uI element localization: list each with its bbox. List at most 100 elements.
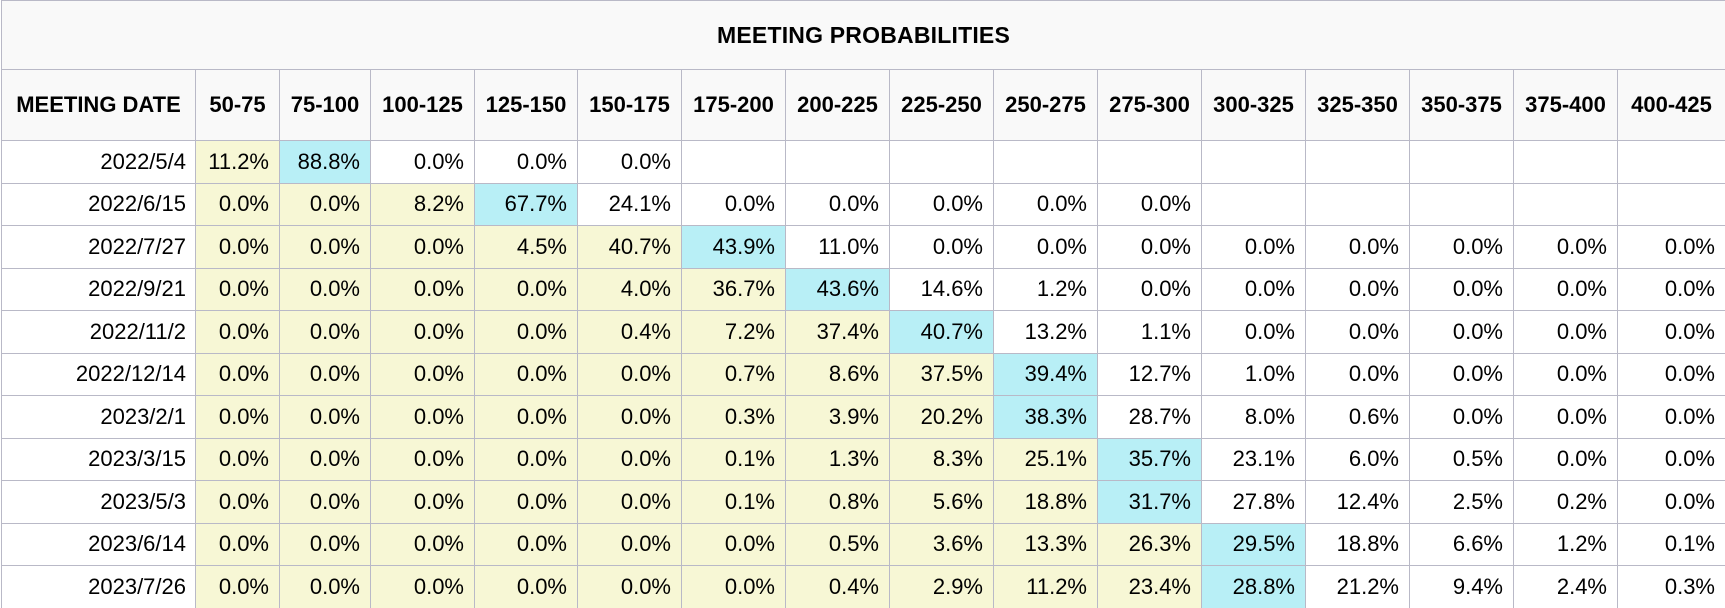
highest-probability-cell: 43.9%	[681, 225, 786, 269]
probability-cell: 0.2%	[1513, 480, 1618, 524]
probability-cell: 0.0%	[785, 182, 890, 226]
probability-cell: 0.0%	[1097, 267, 1202, 311]
highest-probability-cell: 28.8%	[1201, 565, 1306, 608]
probability-cell: 0.0%	[1617, 225, 1725, 269]
probability-cell: 24.1%	[577, 182, 682, 226]
column-header-range[interactable]: 275-300	[1097, 69, 1202, 141]
probability-cell: 18.8%	[993, 480, 1098, 524]
column-header-meeting-date[interactable]: MEETING DATE	[1, 69, 196, 141]
probability-cell: 0.0%	[370, 395, 475, 439]
probability-cell: 3.9%	[785, 395, 890, 439]
probability-cell: 1.2%	[993, 267, 1098, 311]
probability-cell: 0.0%	[279, 437, 371, 481]
column-header-range[interactable]: 325-350	[1305, 69, 1410, 141]
probability-cell: 0.0%	[1097, 225, 1202, 269]
probability-cell: 2.9%	[889, 565, 994, 608]
probability-cell: 0.0%	[195, 267, 280, 311]
probability-cell	[1201, 182, 1306, 226]
column-header-range[interactable]: 400-425	[1617, 69, 1725, 141]
probability-cell: 23.1%	[1201, 437, 1306, 481]
probability-cell: 0.4%	[785, 565, 890, 608]
probability-cell: 7.2%	[681, 310, 786, 354]
column-header-range[interactable]: 200-225	[785, 69, 890, 141]
column-header-range[interactable]: 50-75	[195, 69, 280, 141]
highest-probability-cell: 31.7%	[1097, 480, 1202, 524]
probability-cell: 8.3%	[889, 437, 994, 481]
meeting-date-cell: 2022/7/27	[1, 225, 196, 269]
probability-cell	[1513, 140, 1618, 184]
probability-cell: 0.6%	[1305, 395, 1410, 439]
probability-cell	[1409, 182, 1514, 226]
probability-cell: 0.0%	[577, 522, 682, 566]
column-header-range[interactable]: 350-375	[1409, 69, 1514, 141]
probability-cell: 0.0%	[1409, 395, 1514, 439]
column-header-range[interactable]: 150-175	[577, 69, 682, 141]
probability-cell: 0.0%	[279, 395, 371, 439]
title-row: MEETING PROBABILITIES	[1, 0, 1725, 70]
probability-cell: 37.4%	[785, 310, 890, 354]
probability-cell: 0.5%	[1409, 437, 1514, 481]
probability-cell: 0.0%	[889, 182, 994, 226]
probability-cell: 2.4%	[1513, 565, 1618, 608]
column-header-range[interactable]: 75-100	[279, 69, 371, 141]
table-row: 2023/3/15 0.0% 0.0% 0.0% 0.0% 0.0% 0.1% 1.3% 8.3…	[1, 437, 1725, 481]
probability-cell	[1305, 140, 1410, 184]
probability-cell: 0.0%	[474, 522, 578, 566]
meeting-date-cell: 2023/2/1	[1, 395, 196, 439]
probability-cell: 8.6%	[785, 352, 890, 396]
probability-cell: 0.3%	[681, 395, 786, 439]
probability-cell: 0.0%	[1513, 310, 1618, 354]
table-row: 2022/9/21 0.0% 0.0% 0.0% 0.0% 4.0% 36.7% 43.6% 1…	[1, 267, 1725, 311]
column-header-range[interactable]: 250-275	[993, 69, 1098, 141]
probability-cell: 11.0%	[785, 225, 890, 269]
meeting-date-cell: 2023/3/15	[1, 437, 196, 481]
probability-cell: 20.2%	[889, 395, 994, 439]
table-head: MEETING PROBABILITIES MEETING DATE 50-75…	[1, 0, 1725, 141]
probability-cell: 13.3%	[993, 522, 1098, 566]
column-header-range[interactable]: 375-400	[1513, 69, 1618, 141]
probability-cell: 0.0%	[1617, 267, 1725, 311]
probability-cell: 18.8%	[1305, 522, 1410, 566]
probability-cell: 0.0%	[1409, 352, 1514, 396]
probability-cell: 1.2%	[1513, 522, 1618, 566]
probability-cell: 0.0%	[195, 352, 280, 396]
probability-cell: 0.1%	[681, 480, 786, 524]
meeting-date-cell: 2023/5/3	[1, 480, 196, 524]
probability-cell: 0.0%	[279, 352, 371, 396]
probability-cell	[681, 140, 786, 184]
probability-cell: 0.0%	[474, 437, 578, 481]
probability-cell	[1201, 140, 1306, 184]
probability-cell: 0.7%	[681, 352, 786, 396]
probability-cell: 11.2%	[195, 140, 280, 184]
meeting-date-cell: 2022/9/21	[1, 267, 196, 311]
probability-cell: 0.0%	[474, 352, 578, 396]
probability-cell: 0.0%	[1617, 480, 1725, 524]
probability-cell	[1409, 140, 1514, 184]
table-row: 2023/6/14 0.0% 0.0% 0.0% 0.0% 0.0% 0.0% 0.5% 3.6…	[1, 522, 1725, 566]
column-header-range[interactable]: 175-200	[681, 69, 786, 141]
probability-cell: 4.5%	[474, 225, 578, 269]
table-row: 2022/11/2 0.0% 0.0% 0.0% 0.0% 0.4% 7.2% 37.4% 40…	[1, 310, 1725, 354]
probability-cell: 0.0%	[1617, 437, 1725, 481]
highest-probability-cell: 40.7%	[889, 310, 994, 354]
column-header-range[interactable]: 225-250	[889, 69, 994, 141]
probability-cell: 0.0%	[1513, 437, 1618, 481]
probability-cell: 0.0%	[370, 267, 475, 311]
probability-cell: 0.0%	[577, 565, 682, 608]
column-header-range[interactable]: 100-125	[370, 69, 475, 141]
probability-cell: 0.0%	[577, 437, 682, 481]
probability-cell: 0.0%	[195, 522, 280, 566]
probability-cell: 0.0%	[279, 182, 371, 226]
probability-cell: 8.0%	[1201, 395, 1306, 439]
probability-cell	[1617, 140, 1725, 184]
probability-cell: 0.0%	[370, 480, 475, 524]
column-header-range[interactable]: 125-150	[474, 69, 578, 141]
probability-cell: 0.0%	[195, 480, 280, 524]
table-body: 2022/5/4 11.2% 88.8% 0.0% 0.0% 0.0% 2022/6/15 0…	[1, 140, 1725, 608]
probability-cell: 0.0%	[474, 140, 578, 184]
table-row: 2023/7/26 0.0% 0.0% 0.0% 0.0% 0.0% 0.0% 0.4% 2.9…	[1, 565, 1725, 608]
meeting-date-cell: 2023/6/14	[1, 522, 196, 566]
column-header-range[interactable]: 300-325	[1201, 69, 1306, 141]
probability-cell: 0.3%	[1617, 565, 1725, 608]
